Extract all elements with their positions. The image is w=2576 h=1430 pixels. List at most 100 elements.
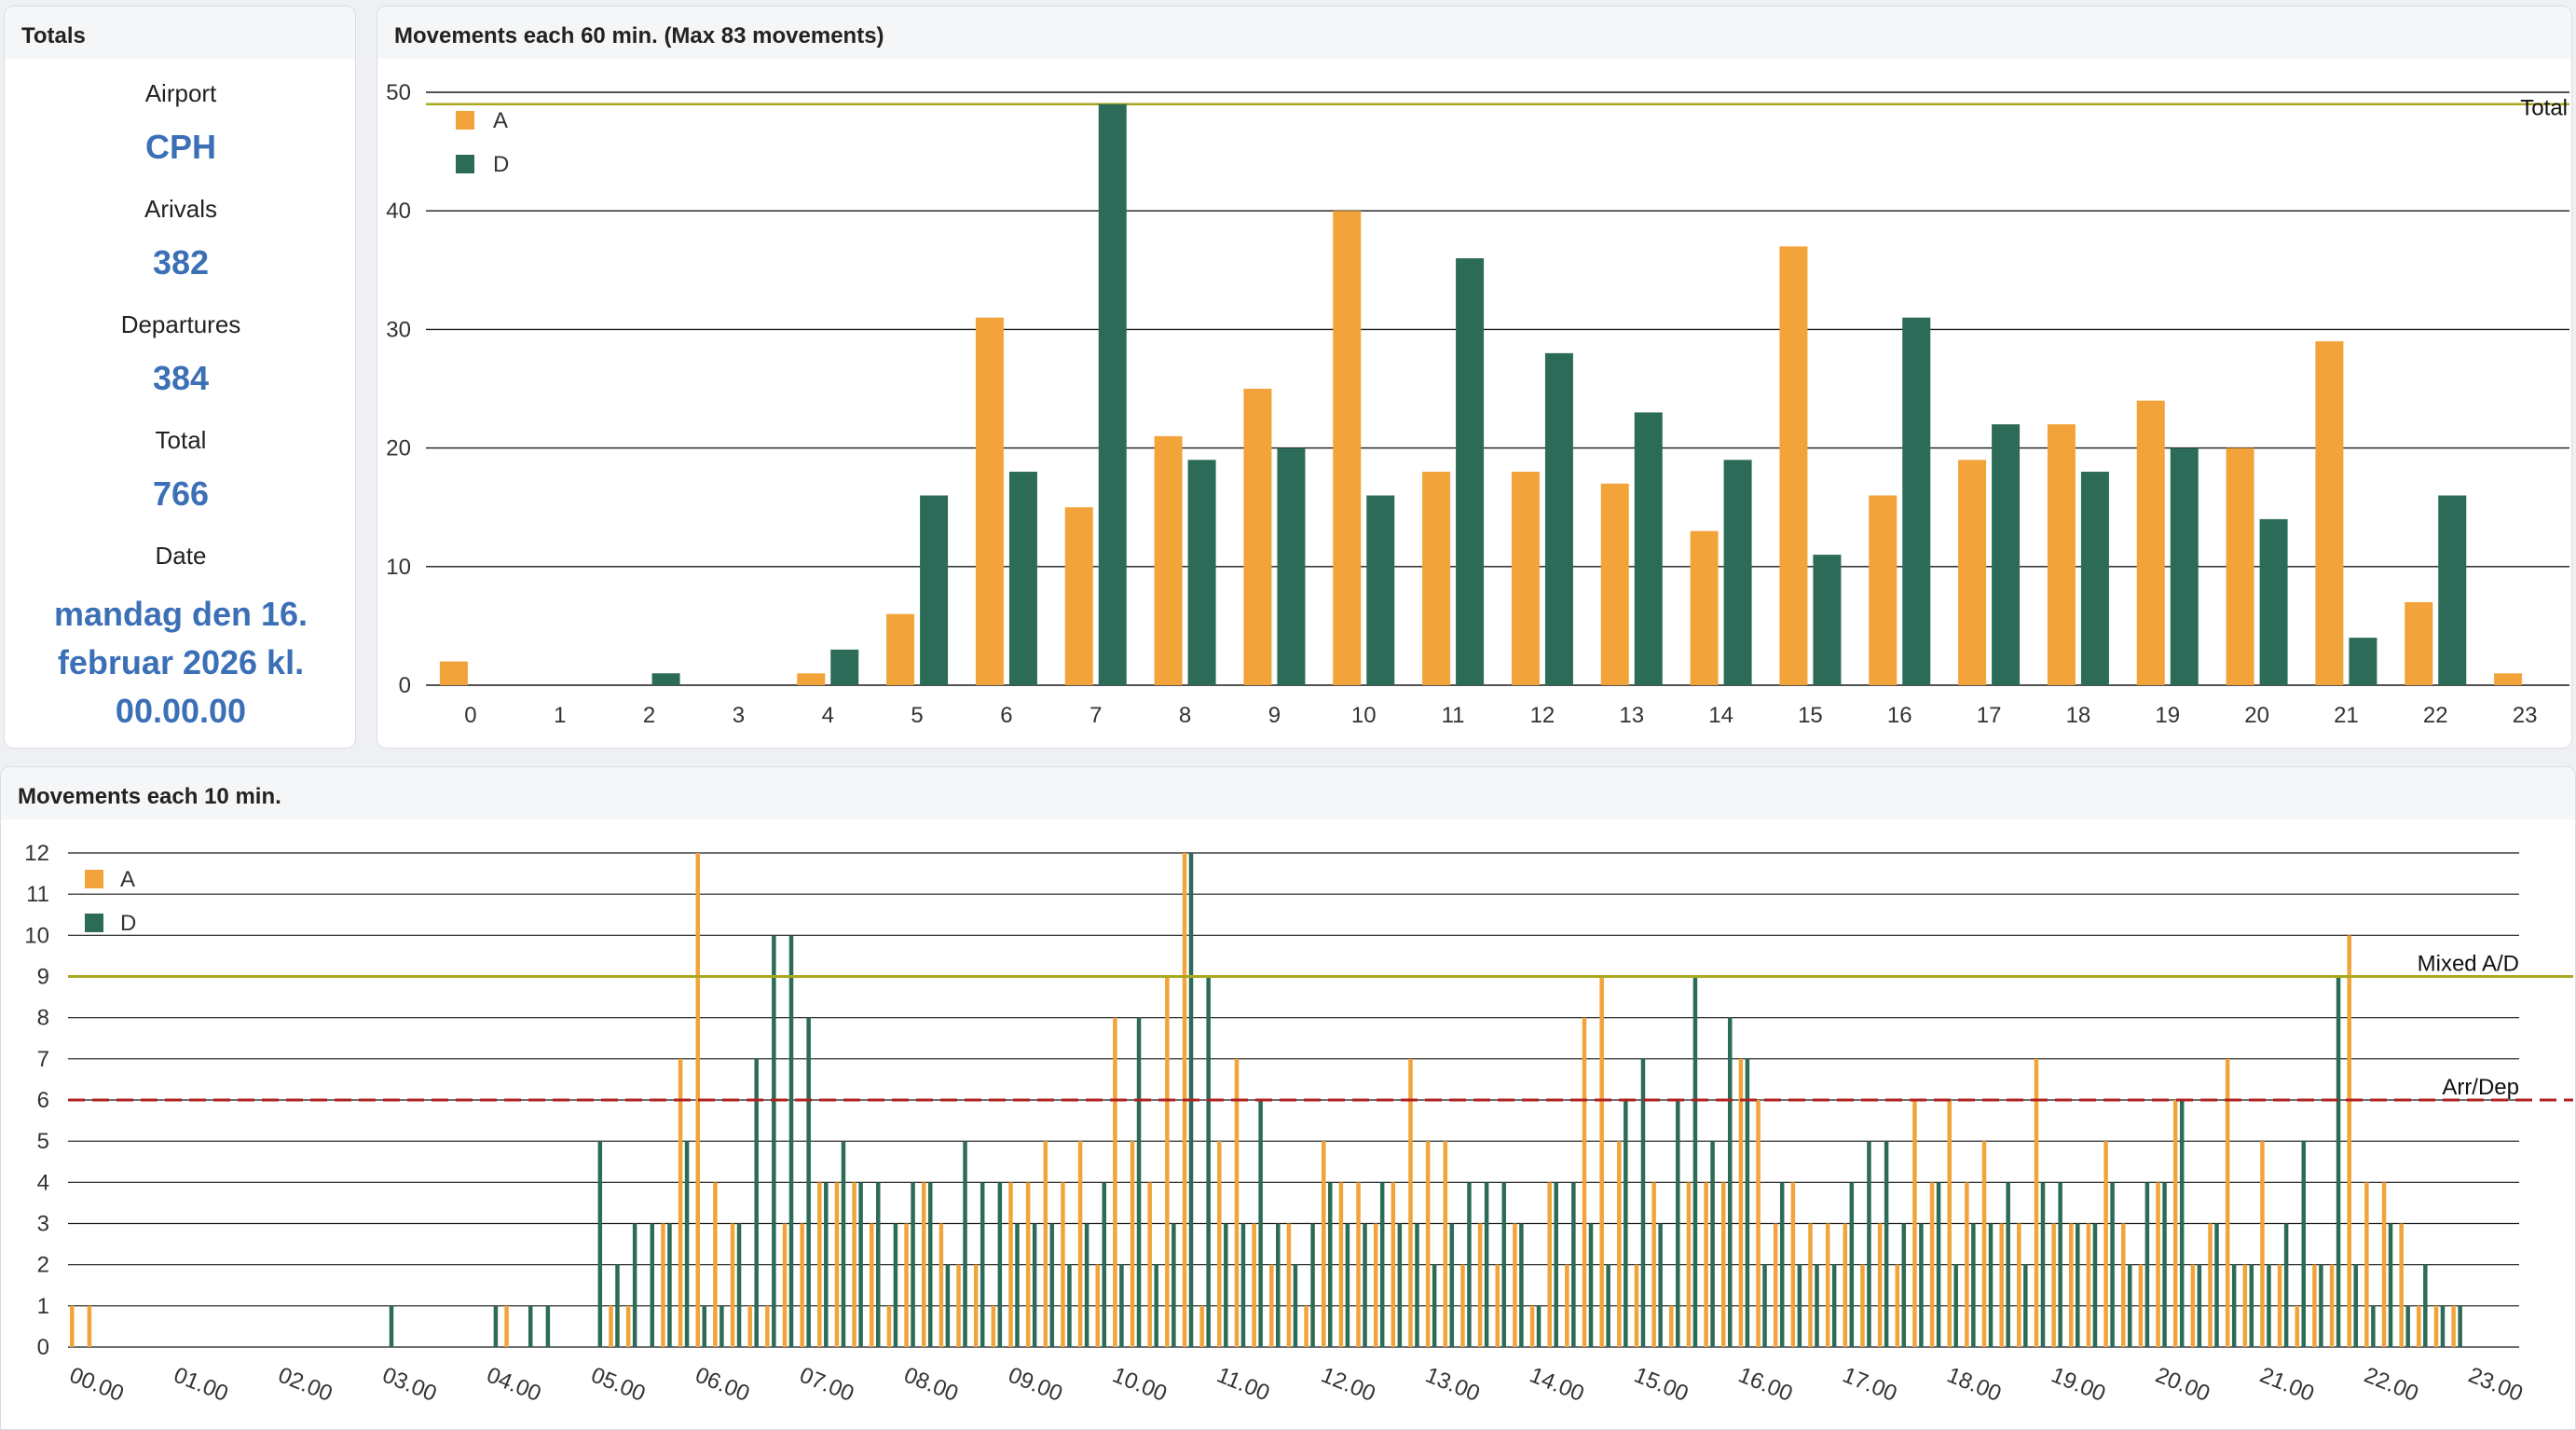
- bar-A: [1981, 1141, 1987, 1347]
- bar-D: [1032, 1223, 1037, 1347]
- bar-D: [632, 1223, 637, 1347]
- bar-D: [651, 673, 680, 685]
- totals-panel: Totals Airport CPH Arivals 382 Departure…: [4, 6, 356, 749]
- y-tick-label: 8: [37, 1006, 49, 1031]
- bar-A: [1373, 1223, 1378, 1347]
- bar-A: [2138, 1264, 2144, 1347]
- bar-D: [1588, 1223, 1594, 1347]
- bar-A: [1686, 1182, 1692, 1347]
- bar-D: [2214, 1223, 2219, 1347]
- bar-D: [528, 1305, 533, 1347]
- x-tick-label: 22.00: [2361, 1363, 2422, 1408]
- bar-D: [2110, 1182, 2115, 1347]
- bar-A: [625, 1305, 631, 1347]
- x-tick-label: 11.00: [1213, 1363, 1273, 1407]
- y-tick-label: 50: [386, 80, 411, 105]
- bar-A: [1008, 1182, 1013, 1347]
- bar-D: [1640, 1058, 1646, 1347]
- legend-label-A: A: [493, 108, 508, 133]
- legend-label-D: D: [493, 152, 509, 177]
- x-tick-label: 12: [1530, 703, 1555, 728]
- bar-D: [830, 649, 859, 685]
- bar-D: [893, 1223, 898, 1347]
- bar-D: [980, 1182, 985, 1347]
- reference-line-label: Total: [2520, 96, 2568, 121]
- bar-A: [1356, 1182, 1361, 1347]
- bar-D: [389, 1305, 394, 1347]
- bar-A: [1425, 1141, 1431, 1347]
- x-tick-label: 18.00: [1943, 1363, 2005, 1408]
- y-tick-label: 40: [386, 199, 411, 224]
- bar-A: [1338, 1182, 1344, 1347]
- bar-A: [504, 1305, 509, 1347]
- bar-D: [1293, 1264, 1298, 1347]
- bar-D: [597, 1141, 603, 1347]
- bar-D: [2076, 1223, 2080, 1347]
- date-label: Date: [155, 542, 207, 570]
- bar-A: [1669, 1305, 1674, 1347]
- bar-A: [973, 1264, 979, 1347]
- bar-D: [1008, 472, 1037, 685]
- x-tick-label: 23: [2513, 703, 2538, 728]
- bar-A: [1043, 1141, 1048, 1347]
- bar-A: [991, 1305, 996, 1347]
- bar-A: [956, 1264, 961, 1347]
- hourly-movements-panel: Movements each 60 min. (Max 83 movements…: [377, 6, 2572, 749]
- bar-D: [1867, 1141, 1871, 1347]
- x-tick-label: 0: [464, 703, 476, 728]
- x-tick-label: 03.00: [378, 1363, 440, 1408]
- bar-D: [1606, 1264, 1610, 1347]
- bar-A: [2103, 1141, 2108, 1347]
- x-tick-label: 18: [2066, 703, 2091, 728]
- bar-A: [1529, 1305, 1535, 1347]
- bar-A: [1720, 1182, 1726, 1347]
- bar-A: [797, 673, 826, 685]
- bar-D: [2353, 1264, 2358, 1347]
- bar-A: [1333, 211, 1362, 685]
- bar-A: [975, 317, 1004, 685]
- x-tick-label: 9: [1268, 703, 1281, 728]
- bar-D: [1015, 1223, 1020, 1347]
- bar-D: [1277, 447, 1306, 685]
- bar-A: [870, 1223, 874, 1347]
- bar-A: [2347, 935, 2351, 1347]
- bar-A: [1869, 495, 1898, 685]
- bar-D: [1484, 1182, 1489, 1347]
- bar-D: [1992, 424, 2021, 685]
- x-tick-label: 17.00: [1839, 1363, 1900, 1408]
- bar-D: [1276, 1223, 1281, 1347]
- tenmin-chart-title: Movements each 10 min.: [1, 767, 2575, 819]
- bar-D: [1779, 1182, 1785, 1347]
- bar-A: [1269, 1264, 1274, 1347]
- x-tick-label: 4: [822, 703, 834, 728]
- legend-label-D: D: [120, 911, 136, 936]
- bar-A: [1511, 472, 1540, 685]
- bar-A: [2069, 1223, 2074, 1347]
- bar-D: [927, 1182, 933, 1347]
- bar-D: [1136, 1017, 1142, 1347]
- bar-D: [736, 1223, 742, 1347]
- x-tick-label: 08.00: [900, 1363, 962, 1408]
- bar-A: [1565, 1264, 1569, 1347]
- bar-A: [70, 1305, 75, 1347]
- bar-A: [904, 1223, 909, 1347]
- bar-A: [1199, 1305, 1204, 1347]
- x-tick-label: 11: [1442, 703, 1465, 728]
- bar-A: [1773, 1223, 1778, 1347]
- bar-A: [1304, 1305, 1309, 1347]
- bar-A: [939, 1223, 944, 1347]
- bar-A: [1443, 1141, 1448, 1347]
- bar-D: [2259, 518, 2288, 685]
- bar-D: [1172, 1223, 1176, 1347]
- bar-A: [695, 853, 700, 1347]
- bar-D: [1345, 1223, 1350, 1347]
- bar-D: [2349, 638, 2377, 685]
- bar-D: [1745, 1058, 1750, 1347]
- bar-D: [754, 1058, 759, 1347]
- y-tick-label: 20: [386, 436, 411, 461]
- bar-D: [1310, 1223, 1315, 1347]
- bar-D: [1519, 1223, 1524, 1347]
- bar-D: [2127, 1264, 2132, 1347]
- bar-A: [2433, 1305, 2439, 1347]
- bar-D: [1554, 1182, 1558, 1347]
